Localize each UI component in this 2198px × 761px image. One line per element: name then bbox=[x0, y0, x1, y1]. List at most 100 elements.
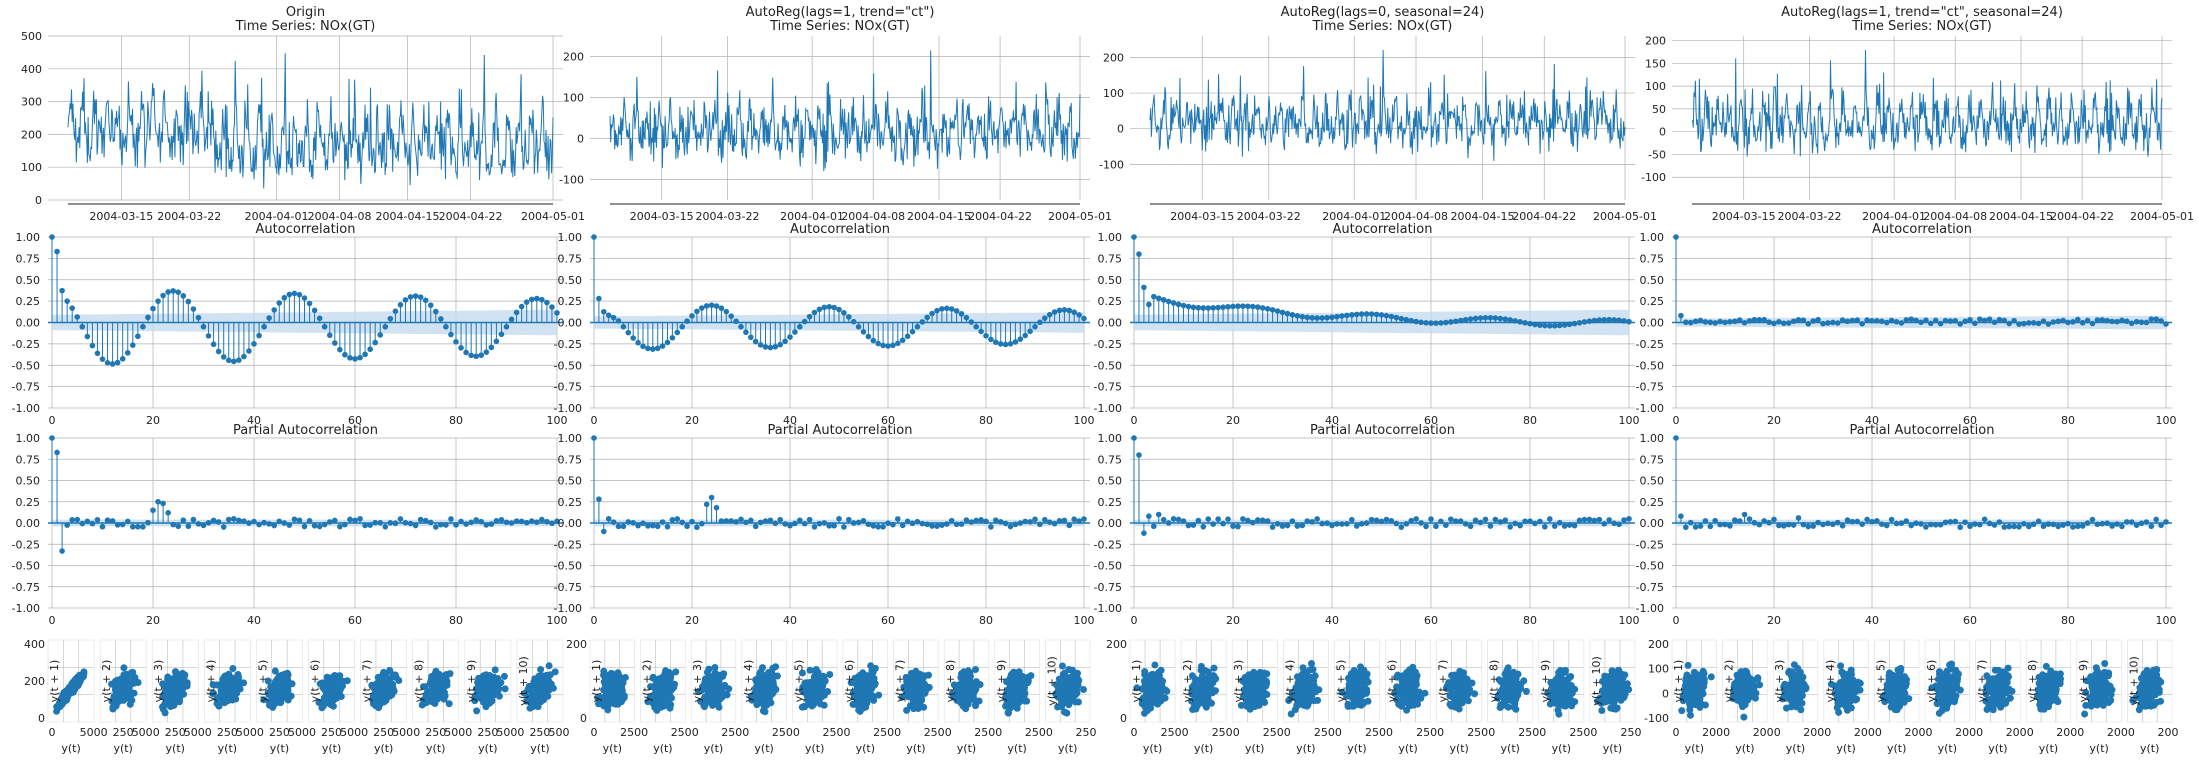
scatter-point bbox=[491, 666, 499, 674]
stem-marker bbox=[904, 518, 911, 525]
scatter-point bbox=[213, 681, 221, 689]
stem-marker bbox=[281, 520, 288, 526]
scatter-xtick: 0 bbox=[995, 726, 1002, 739]
scatter-xtick: 250 bbox=[425, 726, 446, 739]
stem-marker bbox=[1433, 523, 1439, 530]
scatter-point bbox=[390, 687, 398, 695]
stem-marker bbox=[1596, 317, 1603, 323]
scatter-xtick: 500 bbox=[444, 726, 465, 739]
stem-marker bbox=[1289, 518, 1296, 524]
scatter-point bbox=[265, 698, 273, 706]
stem-marker bbox=[615, 523, 622, 530]
scatter-xlabel: y(t) bbox=[754, 742, 773, 755]
ytick-label: 300 bbox=[21, 96, 42, 109]
stem-marker bbox=[1452, 318, 1459, 325]
scatter-point bbox=[126, 690, 134, 697]
stem-marker bbox=[1349, 312, 1355, 318]
stem-marker bbox=[1324, 520, 1330, 526]
scatter-point bbox=[960, 698, 968, 706]
stem-marker bbox=[1165, 520, 1172, 526]
scatter-xtick: 250 bbox=[1025, 726, 1046, 739]
scatter-point bbox=[379, 686, 387, 694]
acf-panel: 1.00 0.75 0.50 0.25 0.00 -0.25 -0.50 -0.75 -1.00… bbox=[554, 222, 1095, 427]
stem-marker bbox=[865, 333, 872, 340]
scatter-point bbox=[663, 683, 671, 691]
scatter-ylabel: y(t + 7) bbox=[894, 660, 907, 703]
stem-marker bbox=[1042, 315, 1048, 321]
xtick-label: 100 bbox=[1074, 414, 1095, 427]
stem-marker bbox=[1428, 320, 1434, 326]
stem-marker bbox=[1046, 519, 1053, 525]
stem-marker bbox=[448, 516, 454, 522]
stem-marker bbox=[885, 520, 891, 526]
column-title: AutoReg(lags=0, seasonal=24) bbox=[1281, 5, 1485, 20]
stem-marker bbox=[463, 521, 469, 527]
lag-scatter-7: y(t + 7) y(t) 0 250 bbox=[893, 639, 945, 755]
scatter-point bbox=[501, 685, 509, 693]
scatter-ytick: 0 bbox=[580, 712, 587, 725]
scatter-point bbox=[1058, 698, 1065, 706]
stem-marker bbox=[1170, 300, 1177, 306]
stem-marker bbox=[311, 522, 318, 529]
stem-marker bbox=[826, 523, 832, 529]
stem-marker bbox=[478, 352, 485, 358]
pacf-panel: 1.00 0.75 0.50 0.25 0.00 -0.25 -0.50 -0.75 -1.00… bbox=[12, 423, 568, 627]
scatter-xtick: 250 bbox=[529, 726, 550, 739]
stem-marker bbox=[939, 522, 945, 528]
stem-marker bbox=[860, 517, 867, 524]
ytick-label: 0.50 bbox=[16, 274, 41, 287]
stem-marker bbox=[1146, 301, 1152, 308]
stem-marker bbox=[195, 521, 202, 527]
stem-marker bbox=[850, 318, 857, 325]
xtick-label: 2004-03-15 bbox=[1170, 210, 1234, 223]
scatter-xtick: 0 bbox=[692, 726, 699, 739]
stem-marker bbox=[347, 516, 353, 523]
column-subtitle: Time Series: NOx(GT) bbox=[1312, 19, 1453, 34]
stem-marker bbox=[231, 358, 237, 365]
stem-marker bbox=[958, 521, 965, 527]
xtick-label: 0 bbox=[49, 614, 56, 627]
stem-marker bbox=[498, 516, 505, 523]
stem-marker bbox=[549, 520, 555, 527]
stem-marker bbox=[1254, 304, 1261, 310]
ytick-label: -0.25 bbox=[12, 538, 40, 551]
ytick-label: 0.75 bbox=[1098, 252, 1123, 265]
scatter-point bbox=[860, 673, 868, 681]
scatter-point bbox=[1197, 662, 1205, 670]
stem-marker bbox=[875, 523, 881, 530]
ytick-label: 1.00 bbox=[558, 432, 583, 445]
scatter-point bbox=[1013, 701, 1021, 709]
stem-marker bbox=[718, 518, 725, 524]
stem-marker bbox=[1264, 518, 1271, 524]
stem-marker bbox=[1155, 295, 1162, 302]
stem-marker bbox=[1487, 315, 1494, 321]
stem-marker bbox=[1596, 516, 1603, 523]
scatter-point bbox=[269, 691, 277, 699]
xtick-label: 40 bbox=[783, 614, 797, 627]
stem-marker bbox=[620, 323, 627, 330]
lag-scatter-3: y(t + 3) y(t) 0 250 bbox=[690, 639, 742, 755]
stem-marker bbox=[1438, 518, 1444, 525]
stem-marker bbox=[215, 348, 222, 355]
stem-marker bbox=[772, 343, 779, 350]
ytick-label: 1.00 bbox=[1098, 432, 1123, 445]
stem-marker bbox=[1240, 516, 1246, 522]
stem-marker bbox=[1532, 520, 1538, 527]
scatter-ylabel: y(t + 4) bbox=[204, 660, 217, 703]
lag-scatter-1: y(t + 1) y(t) 0 250 0 200 bbox=[566, 638, 641, 755]
stem-marker bbox=[1309, 314, 1315, 321]
stem-marker bbox=[357, 515, 363, 522]
xtick-label: 2004-04-08 bbox=[308, 210, 372, 223]
scatter-point bbox=[798, 703, 806, 711]
scatter-xtick: 0 bbox=[413, 726, 420, 739]
stem-marker bbox=[276, 300, 283, 306]
lag-scatter-10: y(t + 10) y(t) 0 250 bbox=[1045, 639, 1097, 755]
stem-marker bbox=[180, 293, 187, 299]
stem-marker bbox=[1269, 524, 1276, 530]
scatter-xlabel: y(t) bbox=[704, 742, 723, 755]
stem-marker bbox=[650, 522, 656, 529]
stem-marker bbox=[733, 519, 739, 525]
stem-marker bbox=[114, 359, 121, 366]
xtick-label: 2004-04-22 bbox=[1512, 210, 1576, 223]
